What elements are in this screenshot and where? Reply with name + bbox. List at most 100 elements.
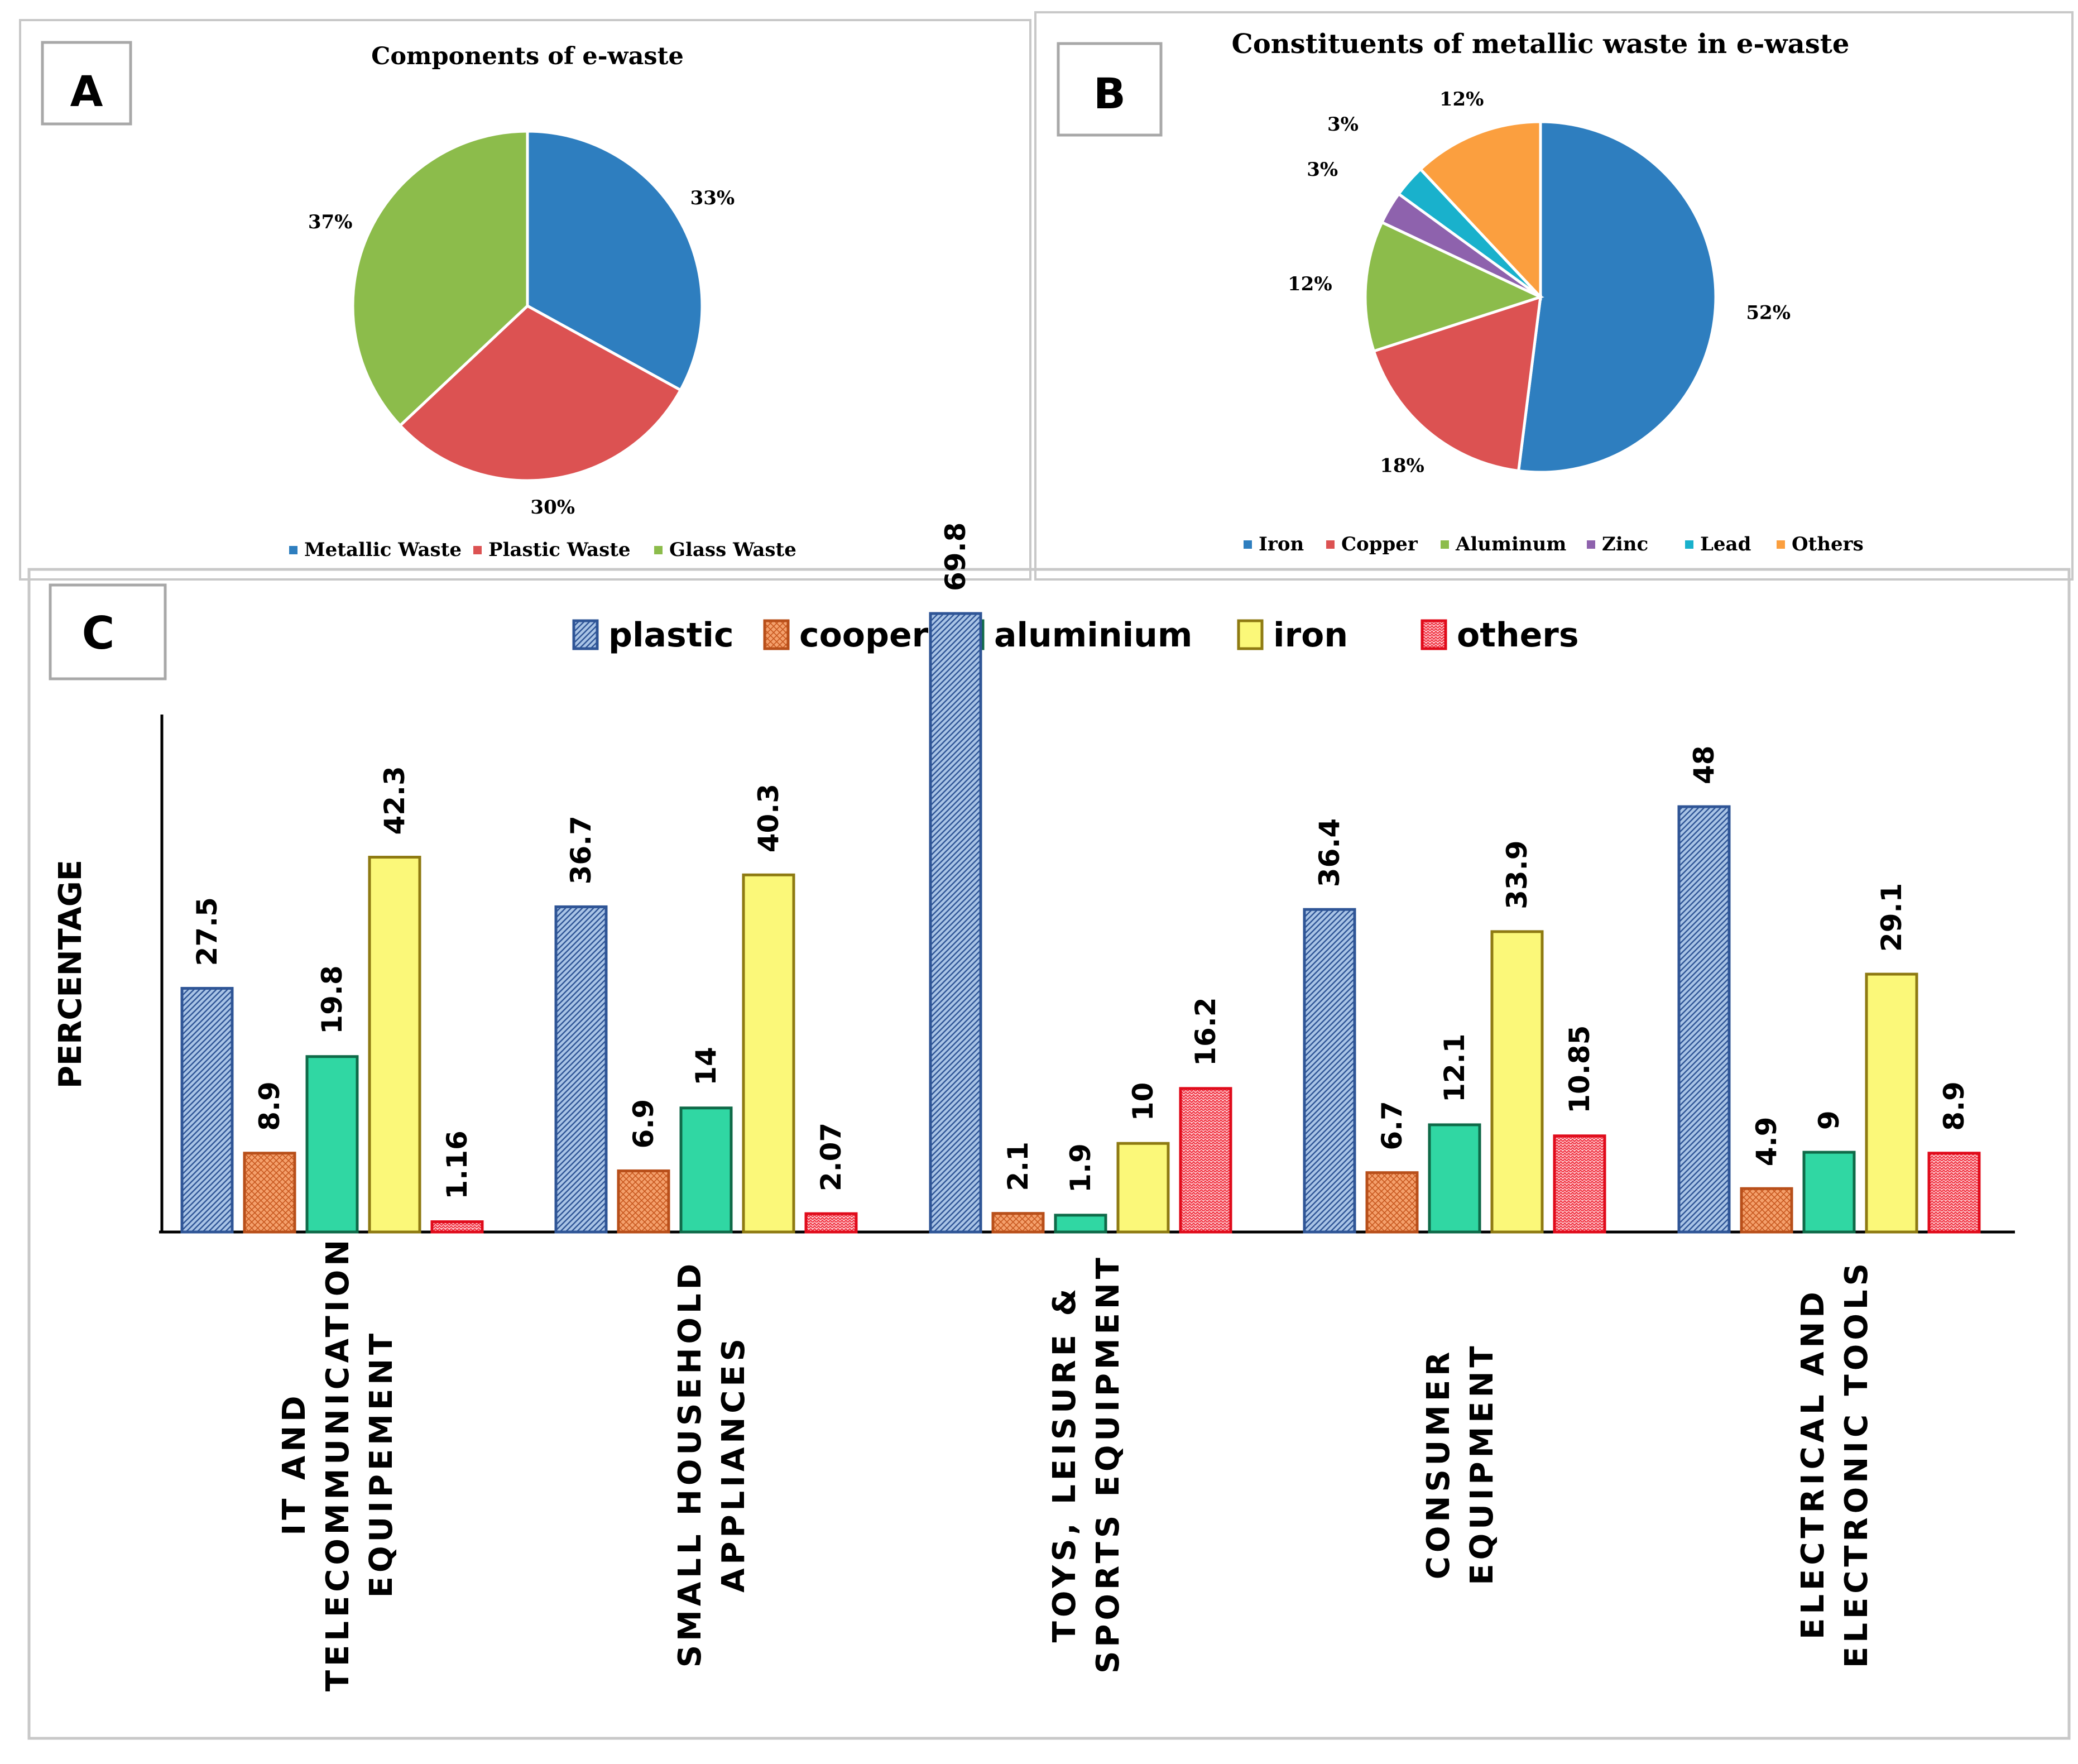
bar-chart-c: plastic cooper aluminium iron others PERCENT…	[52, 523, 2015, 1691]
pie-b-slice-copper	[1372, 295, 1542, 473]
bar-others-group-1	[430, 1220, 484, 1234]
panel-b-frame	[1034, 11, 2074, 581]
value-label-cooper-group-5: 4.9	[1750, 1117, 1783, 1167]
value-label-iron-group-5: 29.1	[1875, 883, 1908, 952]
value-label-aluminium-group-5: 9	[1813, 1110, 1845, 1130]
value-label-aluminium-group-2: 14	[690, 1047, 722, 1086]
legend-label-plastic: plastic	[608, 616, 734, 655]
pie-b-legend-others: Others	[1792, 533, 1864, 555]
pie-b-legend-copper: Copper	[1341, 533, 1418, 555]
bar-iron-group-5	[1865, 972, 1918, 1234]
value-label-iron-group-4: 33.9	[1501, 840, 1533, 909]
category-label-2-line-1: SMALL HOUSEHOLD	[672, 1260, 708, 1667]
bar-others-group-2	[804, 1212, 858, 1234]
pie-a-label-metallic-waste: 33%	[690, 187, 735, 209]
panel-a-letter: A	[70, 66, 103, 116]
pie-b-title: Constituents of metallic waste in e-wast…	[1232, 28, 1850, 60]
pie-b-label-copper: 18%	[1380, 455, 1424, 477]
pie-a-label-glass-waste: 37%	[308, 211, 353, 233]
value-label-iron-group-3: 10	[1127, 1082, 1159, 1121]
panel-b-label-box	[1057, 42, 1163, 137]
category-label-2-line-2: APPLIANCES	[716, 1335, 752, 1593]
bar-iron-group-3	[1116, 1142, 1170, 1234]
pie-a-legend-plastic-waste: Plastic Waste	[488, 539, 631, 561]
bar-aluminium-group-5	[1802, 1151, 1856, 1234]
bar-cooper-group-3	[991, 1212, 1045, 1234]
panel-c-label-box	[49, 583, 167, 680]
pie-a-legend-metallic-waste: Metallic Waste	[304, 539, 462, 561]
value-label-others-group-3: 16.2	[1189, 997, 1222, 1066]
pie-b-legend-aluminum: Aluminum	[1455, 533, 1566, 555]
bar-plastic-group-5	[1677, 805, 1731, 1234]
value-label-cooper-group-3: 2.1	[1002, 1142, 1034, 1191]
pie-a-legend-marker-glass-waste	[654, 546, 663, 554]
pie-a-title: Components of e-waste	[371, 42, 684, 70]
pie-b-legend-iron: Iron	[1259, 533, 1304, 555]
bar-cooper-group-5	[1740, 1187, 1793, 1234]
pie-b-label-zinc: 3%	[1307, 159, 1338, 181]
category-label-3-line-1: TOYS, LEISURE &	[1047, 1285, 1083, 1643]
value-label-iron-group-1: 42.3	[378, 766, 411, 835]
value-label-plastic-group-5: 48	[1688, 745, 1720, 784]
pie-b-slice-iron	[1516, 120, 1717, 474]
value-label-aluminium-group-3: 1.9	[1064, 1143, 1097, 1193]
pie-b-label-iron: 52%	[1746, 302, 1791, 324]
category-label-1-line-3: EQUIPEMENT	[363, 1330, 400, 1598]
pie-a-label-plastic-waste: 30%	[530, 496, 575, 519]
value-label-cooper-group-2: 6.9	[627, 1099, 660, 1149]
bar-others-group-3	[1179, 1087, 1232, 1234]
pie-b-legend-marker-zinc	[1587, 540, 1595, 549]
category-label-5-line-2: ELECTRONIC TOOLS	[1839, 1259, 1875, 1668]
pie-b-legend-marker-iron	[1244, 540, 1252, 549]
value-label-plastic-group-3: 69.8	[939, 523, 972, 591]
pie-chart-b: Constituents of metallic waste in e-wast…	[1232, 28, 1864, 555]
pie-a-slice-plastic-waste	[398, 304, 683, 482]
value-label-cooper-group-4: 6.7	[1376, 1101, 1408, 1151]
value-label-aluminium-group-1: 19.8	[316, 965, 348, 1034]
pie-b-legend-marker-copper	[1326, 540, 1335, 549]
pie-b-legend-marker-aluminum	[1441, 540, 1449, 549]
bar-aluminium-group-2	[679, 1106, 733, 1234]
value-label-others-group-5: 8.9	[1938, 1081, 1970, 1131]
value-label-plastic-group-1: 27.5	[191, 897, 223, 966]
legend-label-others: others	[1457, 616, 1579, 655]
bar-plastic-group-1	[180, 986, 234, 1234]
bar-aluminium-group-1	[305, 1055, 359, 1234]
value-label-plastic-group-2: 36.7	[565, 816, 597, 884]
pie-a-slice-glass-waste	[351, 130, 529, 428]
category-label-4-line-2: EQUIPMENT	[1464, 1342, 1500, 1585]
value-label-others-group-1: 1.16	[441, 1130, 473, 1199]
legend-label-iron: iron	[1273, 616, 1348, 655]
bar-plastic-group-4	[1303, 908, 1356, 1234]
legend-marker-cooper	[763, 619, 790, 650]
bar-plastic-group-3	[929, 612, 982, 1234]
panel-a-frame	[19, 19, 1031, 581]
pie-b-legend-marker-lead	[1685, 540, 1693, 549]
pie-b-legend-zinc: Zinc	[1602, 533, 1648, 555]
legend-marker-iron	[1237, 619, 1264, 650]
panel-b-letter: B	[1093, 69, 1126, 118]
pie-b-label-others: 12%	[1439, 88, 1484, 111]
legend-label-cooper: cooper	[799, 616, 929, 655]
panel-c-frame	[27, 568, 2071, 1740]
bar-others-group-5	[1927, 1152, 1981, 1234]
bar-others-group-4	[1553, 1134, 1606, 1234]
legend-label-aluminium: aluminium	[994, 616, 1192, 655]
category-label-1-line-2: TELECOMMUNICATION	[320, 1236, 356, 1691]
pie-b-slice-aluminum	[1364, 220, 1544, 353]
pie-a-slice-metallic-waste	[526, 130, 704, 392]
pie-b-legend-marker-others	[1777, 540, 1785, 549]
value-label-cooper-group-1: 8.9	[253, 1081, 286, 1131]
bar-iron-group-4	[1490, 930, 1544, 1234]
category-label-4-line-1: CONSUMER	[1420, 1348, 1457, 1579]
pie-chart-a: Components of e-waste 33% 30% 37% Metallic…	[289, 42, 796, 561]
value-label-others-group-2: 2.07	[815, 1123, 847, 1191]
category-label-3-line-2: SPORTS EQUIPMENT	[1090, 1254, 1126, 1674]
panel-c-letter: C	[82, 607, 115, 659]
value-label-others-group-4: 10.85	[1563, 1025, 1596, 1114]
pie-b-slice-others	[1418, 120, 1542, 301]
panel-a-label-box	[41, 41, 132, 126]
bar-cooper-group-4	[1365, 1171, 1419, 1234]
value-label-plastic-group-4: 36.4	[1313, 818, 1346, 887]
